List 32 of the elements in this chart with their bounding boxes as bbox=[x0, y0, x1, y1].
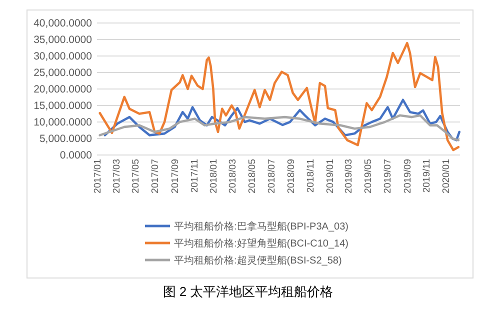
y-tick-label: 25,000.0000 bbox=[34, 67, 92, 79]
y-tick-label: 20,000.0000 bbox=[34, 84, 92, 96]
x-tick-label: 2018/07 bbox=[266, 159, 278, 194]
x-tick-label: 2018/05 bbox=[246, 159, 258, 194]
x-tick-label: 2017/09 bbox=[170, 159, 181, 194]
y-tick-label: 0.0000 bbox=[60, 150, 92, 162]
legend-label: 平均租船价格:好望角型船(BCI-C10_14) bbox=[174, 238, 348, 250]
legend-label: 平均租船价格:巴拿马型船(BPI-P3A_03) bbox=[174, 220, 348, 232]
x-tick-label: 2017/03 bbox=[111, 159, 122, 194]
y-tick-label: 5,000.0000 bbox=[39, 133, 92, 145]
legend-label: 平均租船价格:超灵便型船(BSI-S2_58) bbox=[174, 254, 342, 266]
x-tick-label: 2019/05 bbox=[363, 159, 374, 194]
y-tick-label: 35,000.0000 bbox=[34, 34, 92, 46]
y-tick-label: 40,000.0000 bbox=[34, 18, 92, 30]
x-tick-label: 2019/03 bbox=[344, 159, 355, 194]
y-tick-label: 30,000.0000 bbox=[34, 50, 92, 62]
x-tick-label: 2019/07 bbox=[382, 159, 394, 194]
x-tick-label: 2019/01 bbox=[324, 159, 336, 194]
y-tick-label: 10,000.0000 bbox=[34, 116, 92, 128]
x-tick-label: 2020/01 bbox=[441, 159, 452, 194]
text: 图 2 太平洋地区平均租船价格 bbox=[162, 284, 334, 299]
x-tick-label: 2018/03 bbox=[228, 159, 239, 194]
x-tick-label: 2018/01 bbox=[208, 159, 220, 194]
x-tick-label: 2018/11 bbox=[306, 159, 317, 193]
x-tick-label: 2018/09 bbox=[286, 159, 298, 194]
x-tick-label: 2019/09 bbox=[402, 159, 414, 194]
x-tick-label: 2017/05 bbox=[130, 159, 142, 194]
x-tick-label: 2017/01 bbox=[92, 159, 104, 194]
x-tick-label: 2017/11 bbox=[189, 159, 200, 193]
x-tick-label: 2017/07 bbox=[150, 159, 162, 194]
x-tick-label: 2019/11 bbox=[422, 159, 433, 193]
y-tick-label: 15,000.0000 bbox=[34, 100, 92, 112]
